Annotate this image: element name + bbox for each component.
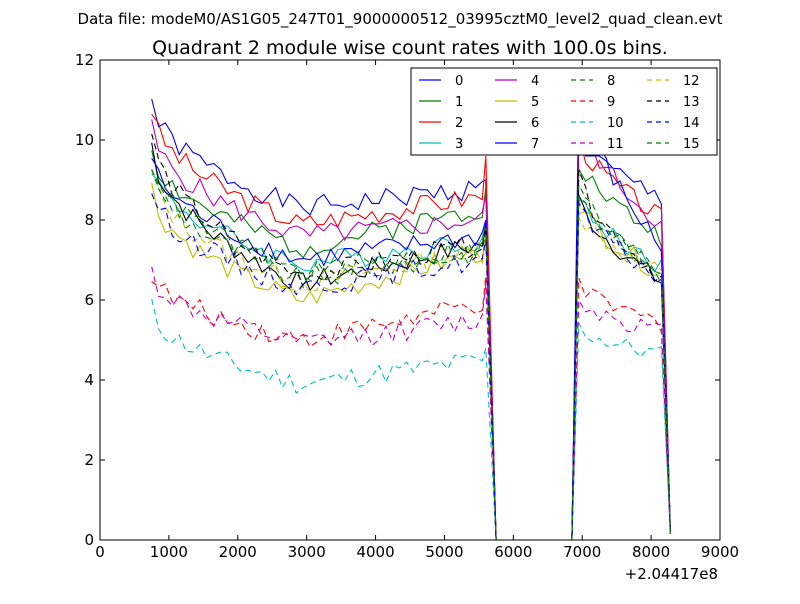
legend-label: 5	[531, 95, 539, 110]
legend-label: 3	[455, 137, 463, 152]
legend-label: 11	[607, 137, 624, 152]
ticks-layer: 0 1000 2000 3000 4000 5000 6000 7000 8000 9000 0 2 4…	[75, 51, 739, 561]
y-tick-label: 12	[75, 51, 94, 69]
y-tick-label: 2	[84, 451, 94, 469]
legend-label: 7	[531, 137, 539, 152]
series-line-4	[151, 119, 671, 541]
y-tick-label: 0	[84, 531, 94, 549]
legend-label: 14	[683, 116, 700, 131]
x-offset-label: +2.04417e8	[625, 565, 718, 583]
legend-label: 8	[607, 74, 615, 89]
x-tick-label: 9000	[701, 543, 739, 561]
series-line-1	[151, 150, 671, 541]
chart-suptitle: Data file: modeM0/AS1G05_247T01_90000005…	[78, 10, 723, 29]
legend-box	[410, 67, 718, 156]
x-tick-label: 1000	[150, 543, 188, 561]
series-line-10	[151, 298, 671, 541]
x-tick-label: 3000	[288, 543, 326, 561]
series-line-9	[151, 275, 671, 541]
y-tick-label: 6	[84, 291, 94, 309]
series-line-14	[151, 193, 671, 541]
series-line-2	[151, 113, 671, 541]
legend-label: 10	[607, 116, 624, 131]
legend-label: 15	[683, 137, 700, 152]
legend-label: 12	[683, 74, 700, 89]
chart-title: Quadrant 2 module wise count rates with …	[152, 37, 668, 59]
series-line-7	[151, 95, 671, 541]
legend-label: 0	[455, 74, 463, 89]
x-tick-label: 7000	[563, 543, 601, 561]
x-tick-label: 8000	[632, 543, 670, 561]
x-tick-label: 4000	[356, 543, 394, 561]
series-layer	[151, 95, 671, 541]
legend-label: 1	[455, 95, 463, 110]
legend-label: 6	[531, 116, 539, 131]
x-tick-label: 6000	[494, 543, 532, 561]
y-tick-label: 8	[84, 211, 94, 229]
x-tick-label: 0	[95, 543, 105, 561]
series-line-12	[151, 170, 671, 541]
x-tick-label: 5000	[425, 543, 463, 561]
y-tick-label: 10	[75, 131, 94, 149]
series-line-3	[151, 173, 671, 541]
x-tick-label: 2000	[219, 543, 257, 561]
legend-label: 13	[683, 95, 700, 110]
series-line-11	[151, 266, 671, 541]
series-line-15	[151, 169, 671, 541]
legend-label: 4	[531, 74, 539, 89]
y-tick-label: 4	[84, 371, 94, 389]
legend-label: 9	[607, 95, 615, 110]
legend-label: 2	[455, 116, 463, 131]
series-line-5	[151, 182, 671, 541]
series-line-0	[151, 98, 671, 541]
